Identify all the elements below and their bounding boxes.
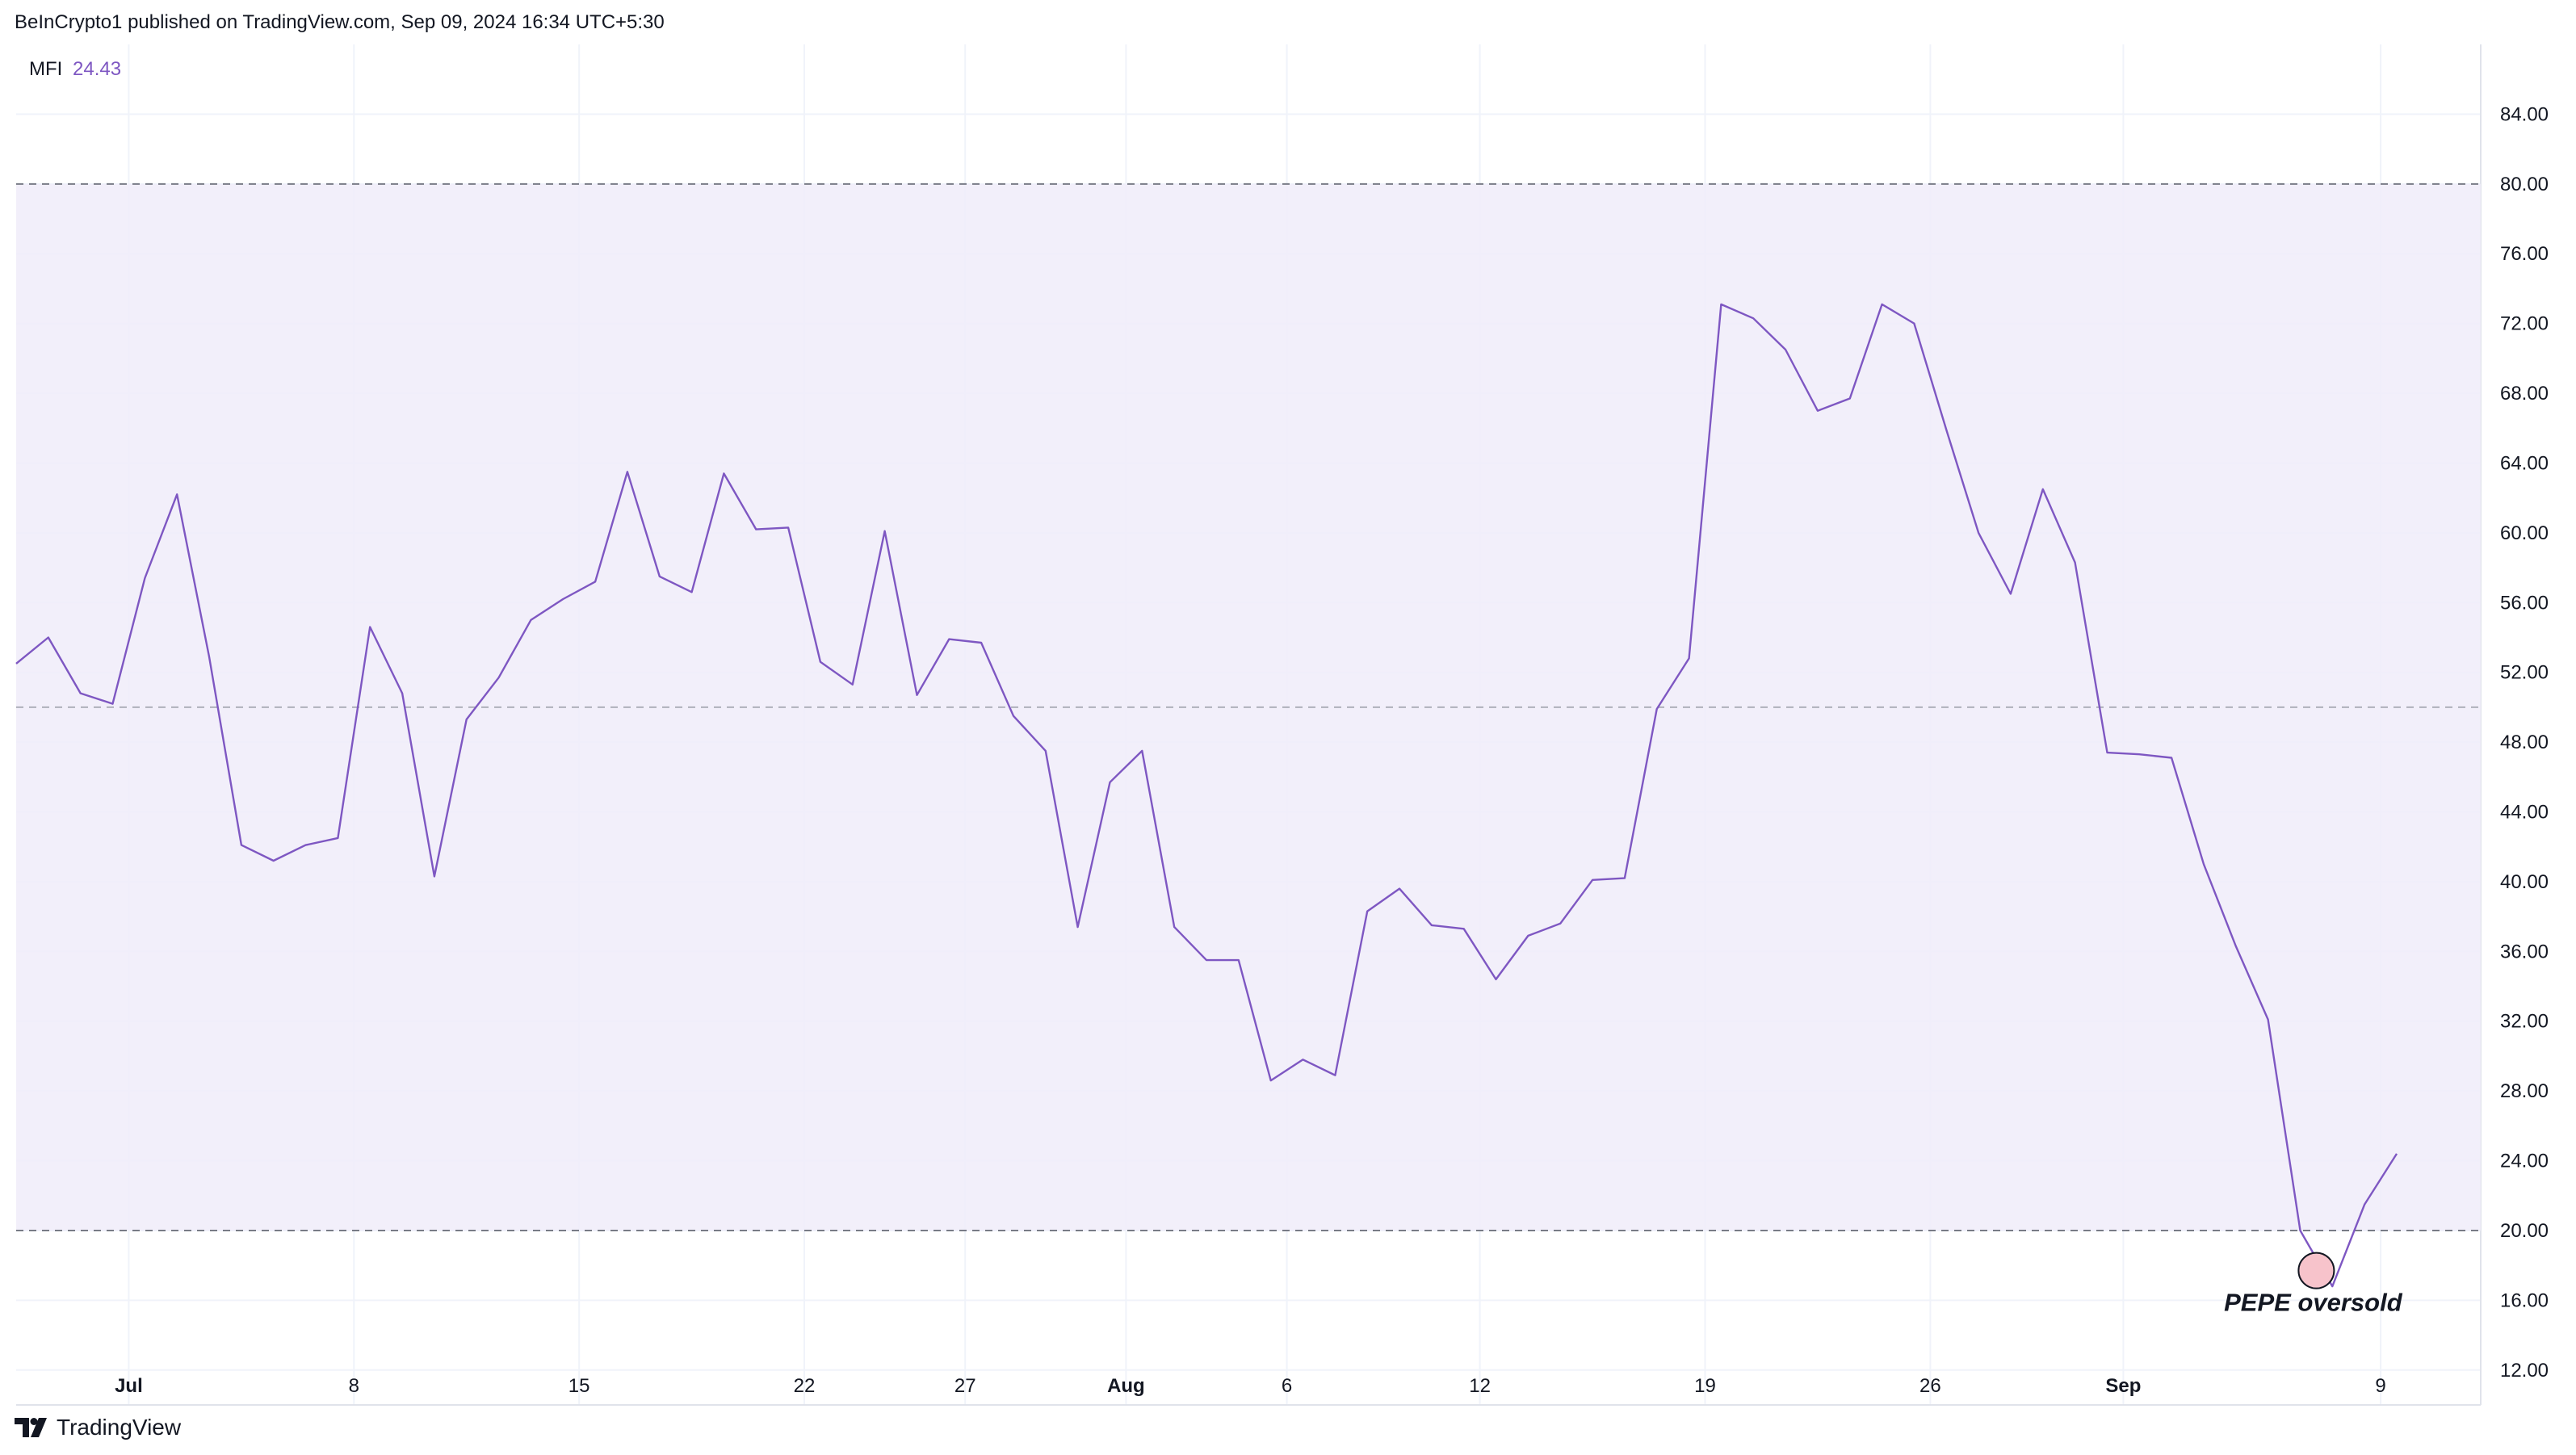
y-tick-label: 48.00 <box>2500 732 2549 753</box>
y-tick-label: 16.00 <box>2500 1289 2549 1311</box>
published-note: BeInCrypto1 published on TradingView.com… <box>15 11 665 33</box>
indicator-legend: MFI 24.43 <box>29 58 121 80</box>
x-tick-label: 8 <box>349 1375 359 1397</box>
marker-layer: PEPE oversold <box>2224 1252 2403 1317</box>
x-tick-label: 6 <box>1282 1375 1292 1397</box>
y-tick-label: 52.00 <box>2500 662 2549 684</box>
x-tick-label: Jul <box>115 1375 143 1397</box>
band-layer <box>16 182 2481 1231</box>
oversold-marker <box>2297 1252 2335 1289</box>
y-tick-label: 76.00 <box>2500 243 2549 265</box>
indicator-value: 24.43 <box>73 58 121 80</box>
tradingview-logo-icon <box>15 1418 47 1437</box>
y-tick-label: 24.00 <box>2500 1151 2549 1172</box>
tradingview-brand: TradingView <box>57 1415 182 1440</box>
y-axis: 12.00 16.00 20.00 24.00 28.00 32.00 36.00 40.00… <box>2500 103 2549 1381</box>
y-tick-label: 12.00 <box>2500 1360 2549 1382</box>
x-tick-label: 9 <box>2375 1375 2385 1397</box>
y-tick-label: 56.00 <box>2500 592 2549 614</box>
y-tick-label: 20.00 <box>2500 1220 2549 1242</box>
y-tick-label: 36.00 <box>2500 941 2549 962</box>
y-tick-label: 68.00 <box>2500 383 2549 405</box>
tradingview-logo: TradingView <box>15 1415 181 1440</box>
y-tick-label: 40.00 <box>2500 871 2549 893</box>
x-tick-label: 26 <box>1919 1375 1941 1397</box>
x-tick-label: 19 <box>1694 1375 1716 1397</box>
x-tick-label: 27 <box>954 1375 976 1397</box>
y-tick-label: 80.00 <box>2500 174 2549 195</box>
series-layer <box>15 303 2398 1288</box>
y-tick-label: 72.00 <box>2500 313 2549 335</box>
indicator-label: MFI <box>29 58 62 80</box>
x-axis: Jul 8 15 22 27 Aug 6 12 19 26 Sep 9 <box>115 1375 2386 1397</box>
mfi-line <box>15 303 2398 1288</box>
y-tick-label: 84.00 <box>2500 103 2549 125</box>
y-tick-label: 64.00 <box>2500 452 2549 474</box>
y-tick-label: 32.00 <box>2500 1011 2549 1033</box>
y-tick-label: 44.00 <box>2500 802 2549 824</box>
y-tick-label: 60.00 <box>2500 522 2549 544</box>
x-tick-label: 15 <box>568 1375 590 1397</box>
y-tick-label: 28.00 <box>2500 1080 2549 1102</box>
x-tick-label: 12 <box>1469 1375 1491 1397</box>
x-tick-label: Aug <box>1107 1375 1145 1397</box>
x-tick-label: Sep <box>2105 1375 2141 1397</box>
x-tick-label: 22 <box>794 1375 816 1397</box>
oversold-annotation: PEPE oversold <box>2224 1289 2403 1317</box>
